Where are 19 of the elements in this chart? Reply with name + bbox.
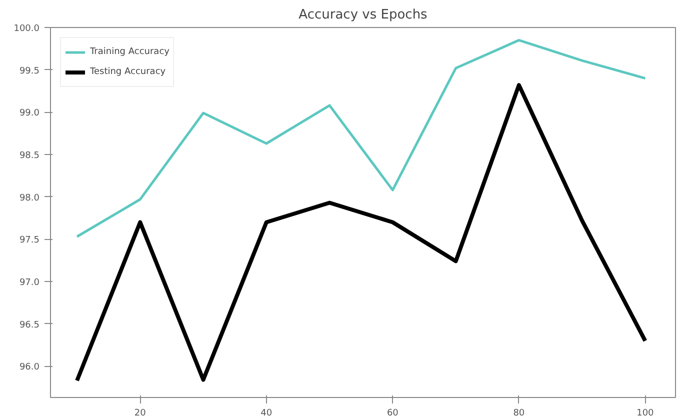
y-tick-label: 96.5: [19, 320, 40, 330]
y-tick-label: 97.0: [19, 278, 40, 288]
y-tick-label: 99.0: [19, 108, 40, 119]
x-tick-label: 60: [386, 408, 399, 418]
line-series: [75, 83, 648, 383]
x-tick-label: 80: [513, 408, 525, 418]
y-tick-label: 98.5: [19, 151, 40, 161]
legend-label: Training Accuracy: [90, 47, 170, 57]
chart-title: Accuracy vs Epochs: [298, 8, 428, 22]
y-tick-label: 97.5: [19, 236, 40, 246]
y-tick-label: 96.0: [19, 362, 40, 373]
line-series: [76, 38, 646, 238]
x-tick-label: 20: [134, 408, 146, 418]
y-tick-label: 99.5: [19, 66, 40, 76]
x-tick-label: 100: [636, 408, 654, 418]
x-tick-label: 40: [260, 408, 272, 418]
y-tick-label: 98.0: [19, 193, 40, 204]
y-tick-label: 100.0: [14, 24, 40, 34]
legend-label: Testing Accuracy: [90, 67, 166, 77]
